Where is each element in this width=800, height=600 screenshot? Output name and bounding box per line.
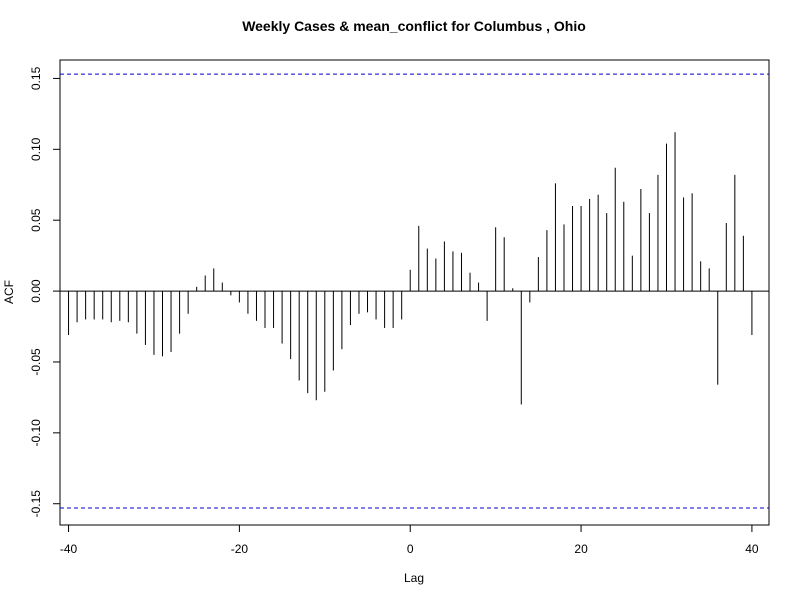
x-tick-label: 40 bbox=[745, 542, 759, 556]
y-tick-label: 0.00 bbox=[29, 279, 43, 303]
y-tick-label: 0.15 bbox=[29, 66, 43, 90]
y-tick-label: -0.05 bbox=[29, 348, 43, 376]
y-axis-label: ACF bbox=[2, 280, 16, 304]
confidence-bounds bbox=[60, 73, 769, 509]
x-tick-label: -40 bbox=[60, 542, 78, 556]
x-axis: -40 -20 0 20 40 bbox=[60, 524, 759, 556]
y-axis: -0.15 -0.10 -0.05 0.00 0.05 0.10 0.15 bbox=[29, 66, 61, 518]
y-tick-label: 0.10 bbox=[29, 137, 43, 161]
y-tick-label: -0.15 bbox=[29, 490, 43, 518]
x-tick-label: 0 bbox=[407, 542, 414, 556]
x-tick-label: 20 bbox=[574, 542, 588, 556]
x-tick-label: -20 bbox=[231, 542, 249, 556]
y-tick-label: 0.05 bbox=[29, 208, 43, 232]
acf-bars bbox=[68, 132, 753, 405]
chart-title: Weekly Cases & mean_conflict for Columbu… bbox=[242, 18, 586, 34]
x-axis-label: Lag bbox=[404, 571, 424, 585]
y-tick-label: -0.10 bbox=[29, 419, 43, 447]
plot-frame bbox=[59, 59, 770, 526]
